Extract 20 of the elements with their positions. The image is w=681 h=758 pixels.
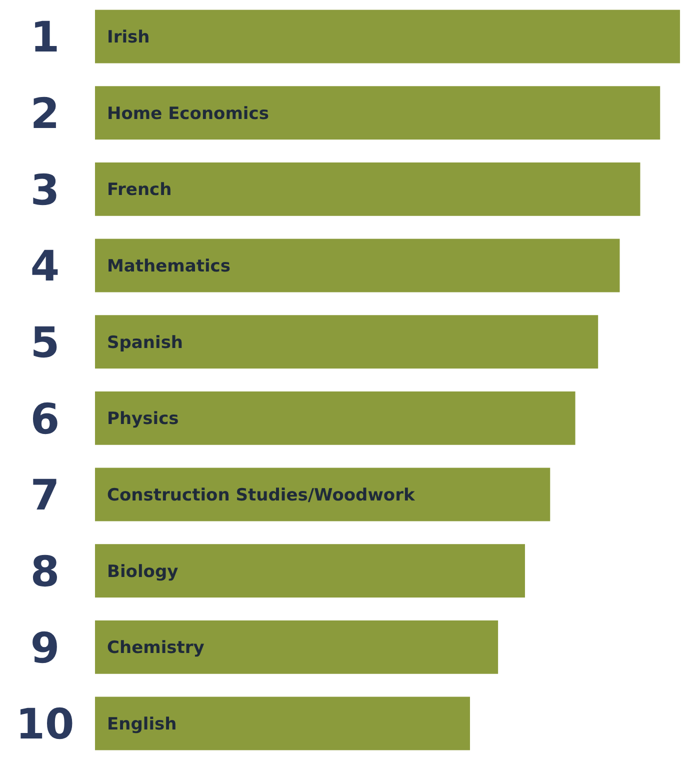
text: 9	[30, 623, 60, 672]
y-tick-label: English	[107, 714, 177, 734]
text: 4	[30, 242, 60, 291]
text: 8	[30, 546, 60, 596]
y-tick-label: Mathematics	[107, 256, 230, 276]
text: 6	[30, 394, 60, 444]
text: 3	[30, 165, 60, 214]
text: 5	[30, 318, 60, 367]
y-tick-label: Biology	[107, 562, 178, 582]
text: 7	[30, 470, 60, 520]
y-tick-label: Irish	[107, 27, 150, 48]
y-tick-label: Chemistry	[107, 638, 204, 658]
y-tick-label: Physics	[107, 409, 179, 430]
text: 2	[30, 88, 60, 138]
y-tick-label: Construction Studies/Woodwork	[107, 485, 416, 506]
text: 1	[30, 12, 60, 62]
text: 10	[16, 700, 74, 749]
y-tick-label: French	[107, 180, 172, 200]
y-tick-label: Spanish	[107, 332, 184, 353]
y-tick-label: Home Economics	[107, 104, 269, 124]
